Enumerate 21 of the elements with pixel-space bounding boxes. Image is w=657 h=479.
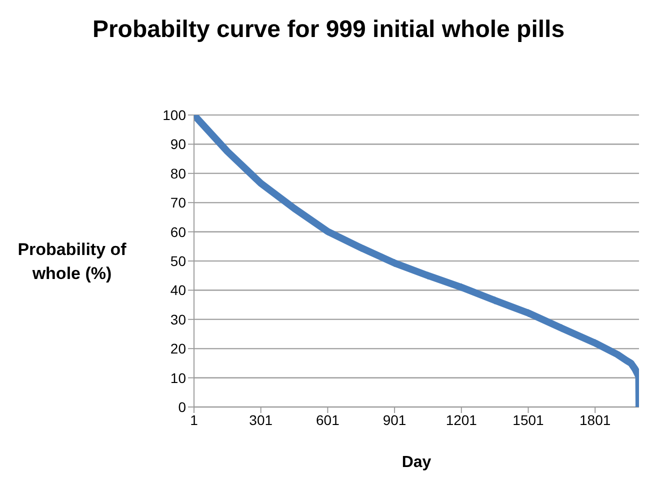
- x-tick-label: 301: [249, 412, 273, 428]
- y-tick-label: 90: [170, 136, 186, 152]
- x-axis-title: Day: [400, 454, 432, 472]
- y-tick-label: 60: [170, 224, 186, 240]
- x-tick-label: 601: [316, 412, 340, 428]
- y-tick-label: 100: [162, 106, 186, 123]
- x-tick-label: 1801: [580, 412, 611, 428]
- y-tick-label: 70: [170, 194, 186, 211]
- y-axis-title: Probability of whole (%): [16, 239, 128, 285]
- y-tick-label: 80: [170, 165, 186, 182]
- y-tick-label: 20: [170, 340, 186, 357]
- y-tick-label: 40: [170, 282, 186, 298]
- x-tick-label: 1501: [512, 412, 544, 428]
- y-tick-label: 30: [170, 311, 186, 328]
- x-tick-label: 1201: [446, 412, 478, 428]
- chart-title: Probabilty curve for 999 initial whole pills: [91, 16, 566, 44]
- y-tick-label: 0: [178, 398, 186, 415]
- x-tick-label: 901: [382, 412, 406, 428]
- y-tick-label: 10: [170, 370, 186, 386]
- y-tick-label: 50: [170, 252, 186, 269]
- x-tick-label: 1: [190, 412, 198, 428]
